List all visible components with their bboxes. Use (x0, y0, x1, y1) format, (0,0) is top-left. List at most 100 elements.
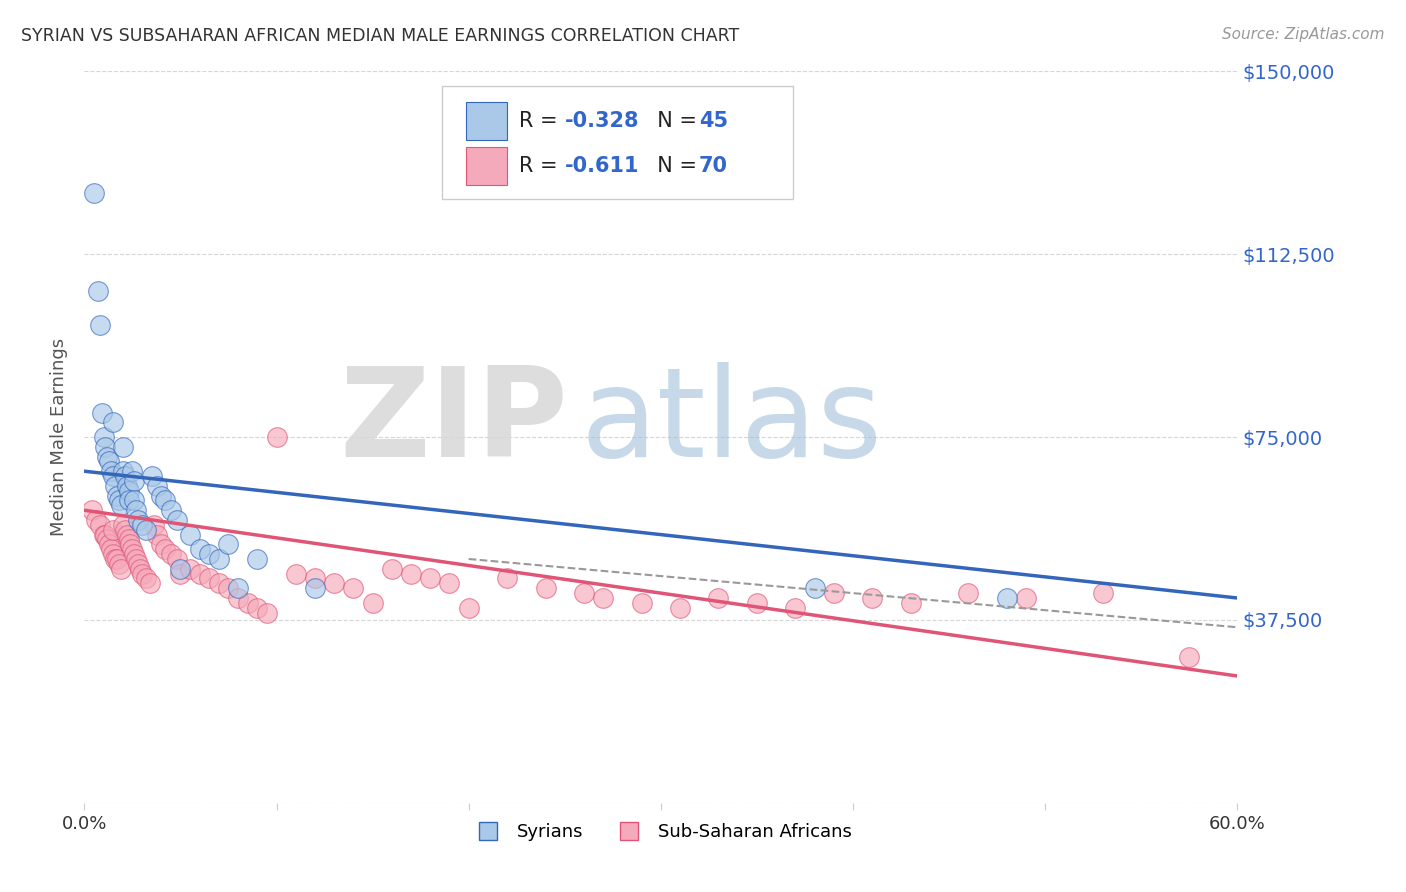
Text: R =: R = (519, 112, 564, 131)
Point (110, 499, 132, 513)
Point (111, 517, 134, 532)
Point (256, 606, 278, 620)
Point (342, 581, 364, 595)
Point (399, 566, 422, 581)
Point (94, 527, 117, 541)
Point (100, 464, 122, 478)
Point (153, 542, 176, 557)
Point (860, 591, 883, 605)
Point (98, 537, 121, 551)
Text: 45: 45 (699, 112, 728, 131)
Point (745, 596, 768, 610)
Point (823, 586, 845, 600)
Point (121, 464, 143, 478)
Point (1178, 649, 1201, 664)
Point (96, 533, 118, 547)
Point (1015, 591, 1038, 605)
Point (188, 566, 211, 581)
Point (103, 547, 124, 561)
Point (179, 527, 201, 541)
Point (284, 566, 307, 581)
Point (117, 533, 139, 547)
Point (266, 430, 288, 444)
Point (121, 542, 143, 557)
Text: SYRIAN VS SUBSAHARAN AFRICAN MEDIAN MALE EARNINGS CORRELATION CHART: SYRIAN VS SUBSAHARAN AFRICAN MEDIAN MALE… (21, 27, 740, 45)
Point (98, 454, 121, 468)
Point (103, 469, 124, 483)
Point (198, 572, 221, 586)
Point (304, 572, 326, 586)
Text: atlas: atlas (581, 362, 882, 483)
Point (125, 503, 148, 517)
Point (995, 591, 1018, 605)
Point (803, 581, 825, 595)
Point (208, 552, 231, 566)
Point (166, 552, 188, 566)
Point (108, 557, 131, 571)
Point (160, 547, 183, 561)
Point (323, 576, 346, 591)
Point (104, 552, 127, 566)
Text: 70: 70 (699, 156, 728, 176)
Point (103, 416, 124, 430)
Point (93, 430, 115, 444)
Point (108, 493, 131, 508)
FancyBboxPatch shape (465, 103, 508, 140)
Point (111, 464, 134, 478)
Point (150, 537, 173, 551)
Text: Source: ZipAtlas.com: Source: ZipAtlas.com (1222, 27, 1385, 42)
Point (93, 527, 115, 541)
Point (110, 562, 132, 576)
Point (198, 547, 221, 561)
Point (153, 493, 176, 508)
Point (669, 600, 692, 615)
Point (226, 591, 249, 605)
Point (89, 318, 111, 332)
FancyBboxPatch shape (441, 86, 793, 200)
Text: N =: N = (644, 156, 703, 176)
Point (218, 581, 240, 595)
Point (114, 523, 136, 537)
Point (84, 513, 107, 527)
Point (179, 562, 201, 576)
Point (246, 552, 269, 566)
Legend: Syrians, Sub-Saharan Africans: Syrians, Sub-Saharan Africans (463, 816, 859, 848)
Point (124, 474, 146, 488)
Point (127, 557, 149, 571)
Point (115, 479, 138, 493)
Point (496, 572, 519, 586)
Point (246, 600, 269, 615)
Point (169, 566, 191, 581)
Point (125, 552, 148, 566)
Point (94, 440, 117, 454)
Point (785, 600, 807, 615)
Point (150, 489, 173, 503)
Point (124, 547, 146, 561)
Point (226, 581, 249, 595)
Point (141, 469, 163, 483)
Point (138, 576, 160, 591)
Point (104, 479, 127, 493)
Point (236, 596, 259, 610)
Point (1091, 586, 1114, 600)
Point (534, 581, 557, 595)
Point (361, 596, 384, 610)
Point (146, 527, 169, 541)
Point (160, 503, 183, 517)
Point (707, 591, 730, 605)
Point (381, 562, 404, 576)
Point (957, 586, 980, 600)
Point (419, 572, 441, 586)
Point (115, 527, 138, 541)
Point (630, 596, 652, 610)
Point (131, 566, 153, 581)
Point (129, 562, 152, 576)
Point (572, 586, 595, 600)
Point (592, 591, 614, 605)
Point (111, 440, 134, 454)
Point (127, 513, 149, 527)
FancyBboxPatch shape (465, 147, 508, 185)
Point (188, 542, 211, 557)
Point (114, 469, 136, 483)
Point (117, 483, 139, 498)
